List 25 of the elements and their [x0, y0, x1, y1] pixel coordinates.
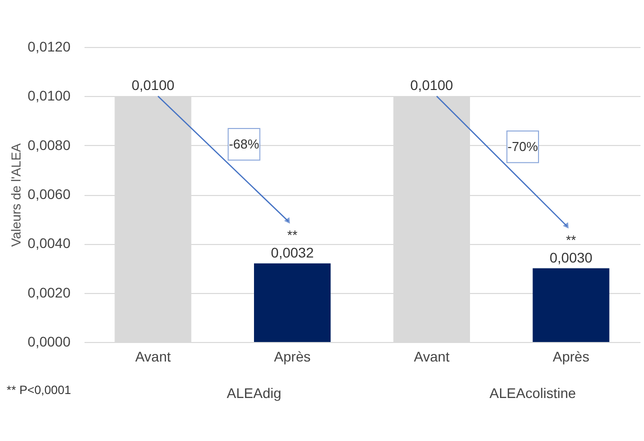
x-tick-label: Avant	[414, 348, 450, 364]
x-tick-label: Après	[552, 348, 590, 364]
x-tick-label: Avant	[135, 348, 171, 364]
text: ALEAcolistine	[490, 385, 576, 401]
annotation: -68%	[228, 136, 260, 152]
text: ALEAdig	[226, 385, 282, 401]
bar	[532, 268, 610, 342]
annotation: -70%	[508, 138, 538, 154]
data-label: 0,0100	[410, 77, 454, 94]
data-label: 0,0100	[132, 77, 175, 94]
y-tick-label: 0,0100	[28, 88, 71, 104]
data-label: 0,0030	[550, 249, 593, 266]
annotation: **	[566, 232, 576, 248]
y-tick-label: 0,0000	[28, 334, 71, 350]
y-axis-title: Valeurs de l'ALEA	[8, 142, 24, 247]
y-tick-label: 0,0120	[28, 38, 71, 54]
data-label: 0,0032	[270, 244, 314, 260]
y-tick-label: 0,0020	[28, 284, 71, 300]
bar	[254, 263, 331, 342]
y-tick-label: 0,0060	[28, 186, 71, 202]
text: ** P<0,0001	[6, 383, 72, 397]
x-tick-label: Après	[274, 348, 311, 364]
annotation: **	[287, 227, 298, 242]
y-tick-label: 0,0080	[28, 136, 71, 153]
y-tick-label: 0,0040	[28, 235, 71, 252]
